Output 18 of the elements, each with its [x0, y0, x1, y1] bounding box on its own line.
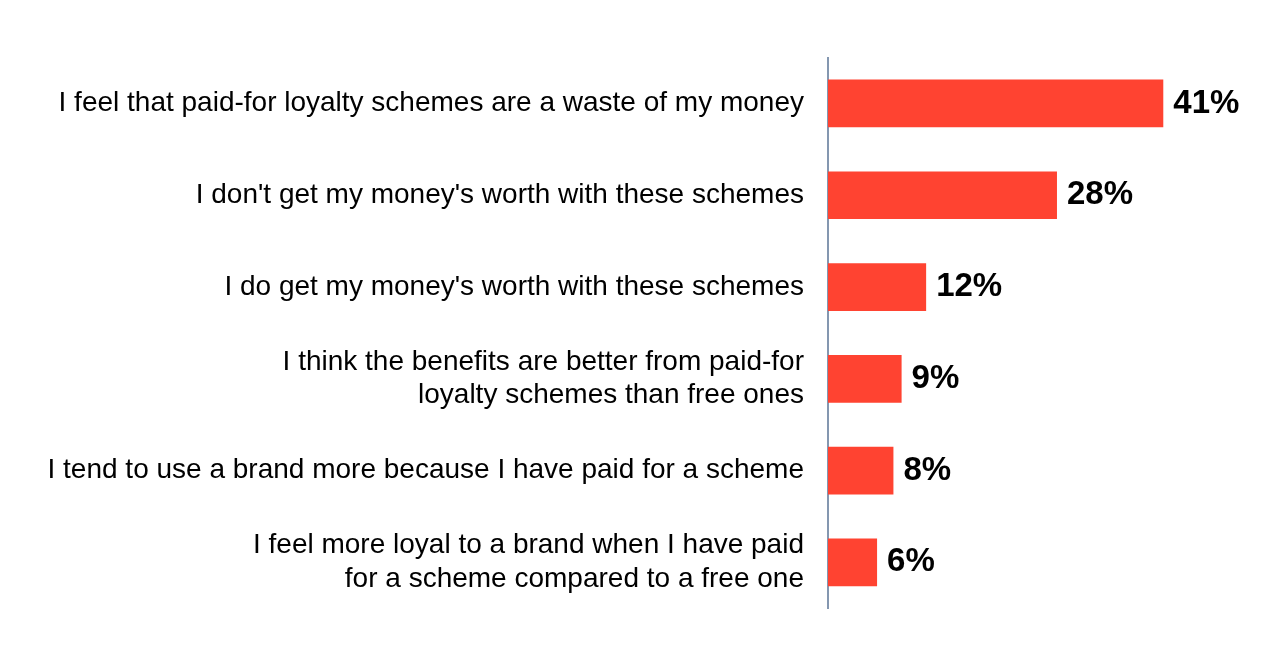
bar — [828, 263, 927, 311]
bar — [828, 79, 1164, 128]
y-tick-label: I think the benefits are better from paid-for loyalty schemes than free ones — [282, 344, 804, 410]
data-label: 9% — [911, 357, 960, 395]
y-tick-label: I tend to use a brand more because I have paid for a scheme — [47, 453, 804, 485]
bar — [828, 171, 1057, 220]
data-label: 6% — [887, 541, 935, 579]
bar — [828, 354, 902, 403]
y-tick-label: I feel that paid-for loyalty schemes are a waste of my money — [58, 86, 804, 118]
bar — [828, 446, 894, 495]
data-label: 28% — [1066, 174, 1134, 212]
bar — [828, 538, 878, 587]
y-tick-label: I don't get my money's worth with these schemes — [195, 177, 804, 209]
data-label: 8% — [903, 449, 952, 487]
data-label: 12% — [936, 266, 1003, 304]
data-label: 41% — [1173, 82, 1240, 120]
y-tick-label: I feel more loyal to a brand when I have paid for a scheme compared to a free one — [252, 528, 804, 593]
y-tick-label: I do get my money's worth with these schemes — [224, 269, 804, 301]
